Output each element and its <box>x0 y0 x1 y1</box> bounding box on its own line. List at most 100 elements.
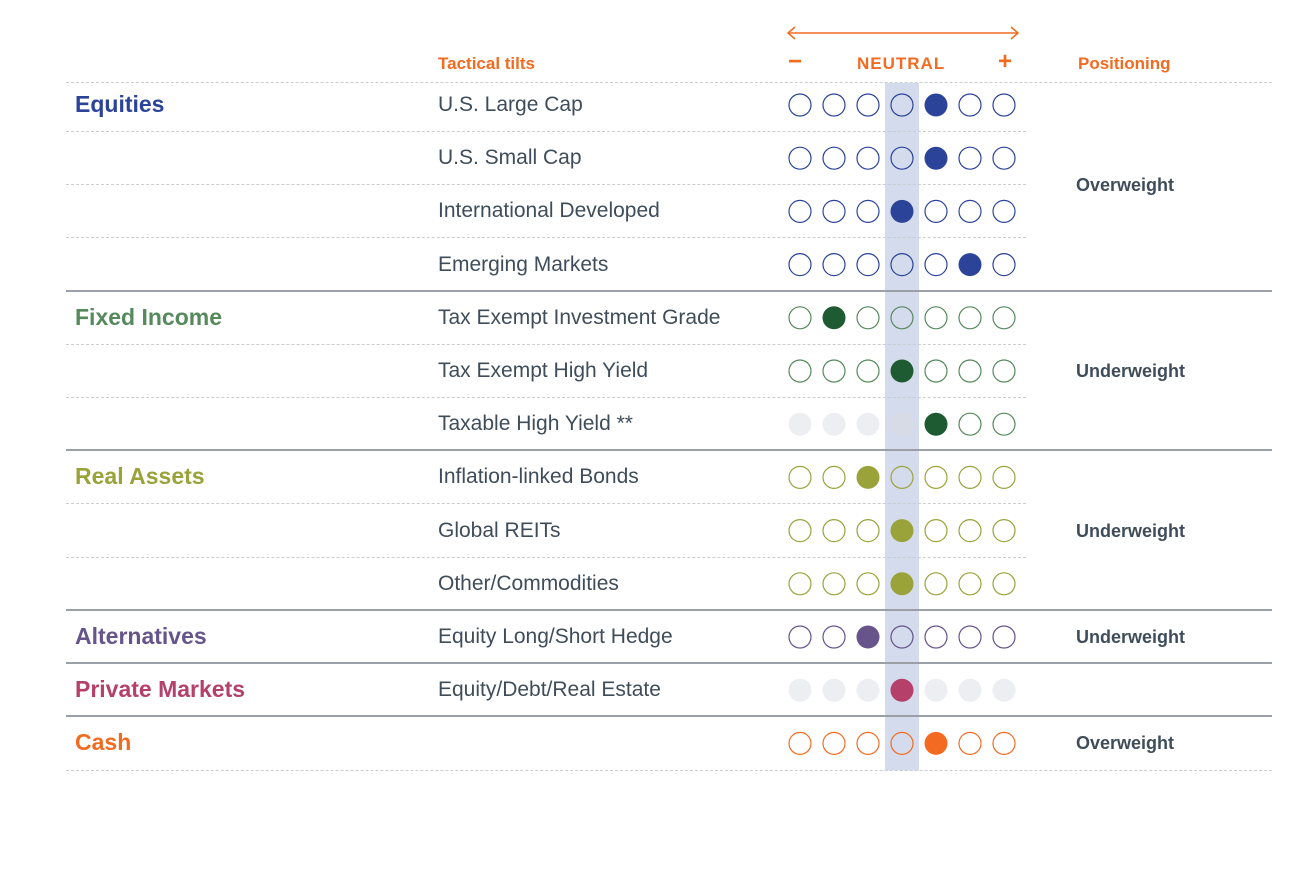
asset-class-label: U.S. Large Cap <box>438 93 583 116</box>
tilt-dot <box>822 572 846 596</box>
tilt-dot <box>992 518 1016 543</box>
tilt-dot <box>856 359 880 383</box>
group-divider <box>66 449 1272 452</box>
category-label: Fixed Income <box>75 303 222 330</box>
tilt-dot <box>924 572 948 596</box>
tilt-dot <box>890 253 914 277</box>
positioning-label: Underweight <box>1076 627 1186 647</box>
plus-symbol: + <box>998 48 1013 75</box>
group-divider <box>66 608 1272 611</box>
tilt-dot <box>856 572 880 596</box>
category-label: Cash <box>75 729 132 756</box>
tilt-dot <box>958 465 982 489</box>
tilt-dot <box>890 93 914 117</box>
tilt-dot <box>924 306 948 330</box>
tilt-dot <box>856 146 880 170</box>
category-label: Real Assets <box>75 463 205 490</box>
tilt-dot <box>822 518 846 543</box>
positioning-label: Overweight <box>1076 174 1175 195</box>
row-divider <box>66 556 1026 558</box>
tilt-dot <box>788 572 812 596</box>
tilt-dot <box>788 306 812 330</box>
tilt-dot <box>788 146 812 170</box>
tilt-dot <box>992 306 1016 330</box>
tilt-dot-unavailable <box>958 678 982 702</box>
asset-class-label: Equity/Debt/Real Estate <box>438 678 661 702</box>
tilt-dot-unavailable <box>992 678 1016 702</box>
tilt-dot <box>958 199 982 223</box>
tilt-dot <box>822 253 846 277</box>
tilt-dot <box>788 625 812 649</box>
category-label: Private Markets <box>75 676 246 703</box>
tilt-dot <box>856 518 880 543</box>
tilt-dot <box>958 731 982 756</box>
positioning-header: Positioning <box>1078 54 1171 73</box>
tilt-dot <box>958 146 982 170</box>
tilt-dot <box>992 465 1016 489</box>
row-divider <box>66 343 1026 345</box>
tilt-dot <box>992 412 1016 436</box>
group-divider <box>66 715 1272 718</box>
row-divider <box>66 184 1026 186</box>
tilt-dot <box>788 253 812 277</box>
asset-class-label: International Developed <box>438 199 660 223</box>
tilt-dot-selected <box>924 731 948 755</box>
row-divider <box>66 397 1026 398</box>
tilt-dot <box>822 625 846 649</box>
tilt-dot <box>890 465 914 489</box>
tilt-dot-selected <box>856 465 880 489</box>
tilt-dot <box>822 359 846 383</box>
tilt-dot-selected <box>856 625 880 649</box>
tilt-dot <box>992 146 1016 170</box>
tilt-dot <box>788 731 812 756</box>
tilt-dot <box>924 253 948 277</box>
tilt-dot-selected <box>924 93 948 117</box>
tilt-dot <box>822 199 846 223</box>
tactical-tilts-header: Tactical tilts <box>438 54 535 73</box>
tilt-dot <box>822 93 846 117</box>
tilt-dot <box>788 518 812 543</box>
tilt-dot <box>992 572 1016 596</box>
table-bottom-divider <box>66 770 1272 772</box>
tilt-dot <box>788 465 812 489</box>
tilt-dot-unavailable <box>822 678 846 702</box>
tilt-dot <box>856 253 880 277</box>
tilt-dot <box>822 465 846 489</box>
asset-class-label: Equity Long/Short Hedge <box>438 625 673 648</box>
tilt-dot-selected <box>958 253 982 277</box>
tilt-dot <box>890 306 914 330</box>
tilt-dot <box>992 253 1016 277</box>
row-divider <box>66 237 1026 239</box>
tilt-dot-selected <box>822 306 846 330</box>
tilt-dot <box>856 199 880 223</box>
tilt-dot-selected <box>890 678 914 702</box>
tilt-dot <box>958 625 982 649</box>
tilt-dot-selected <box>890 199 914 223</box>
tilt-dot <box>958 93 982 117</box>
tilt-dot <box>924 359 948 383</box>
tilt-dot-selected <box>924 146 948 170</box>
asset-class-label: Other/Commodities <box>438 571 619 595</box>
header-divider <box>66 82 1272 83</box>
tilt-dot-unavailable <box>788 412 812 436</box>
tilt-dot-selected <box>890 519 914 543</box>
category-label: Alternatives <box>75 623 207 649</box>
row-divider <box>66 503 1026 505</box>
asset-class-label: Tax Exempt Investment Grade <box>438 305 721 329</box>
minus-symbol: − <box>788 48 803 75</box>
tilt-dot <box>958 572 982 596</box>
tilt-dot <box>958 412 982 436</box>
tilt-dot <box>788 199 812 223</box>
asset-class-label: Tax Exempt High Yield <box>438 359 649 382</box>
group-divider <box>66 662 1272 664</box>
tilt-dot-unavailable <box>856 678 880 702</box>
tilt-dot <box>958 359 982 383</box>
positioning-label: Overweight <box>1076 733 1175 754</box>
tilt-dot <box>924 518 948 543</box>
tilt-dot <box>890 731 914 756</box>
tilt-dot <box>992 199 1016 223</box>
group-divider <box>66 289 1272 292</box>
positioning-label: Underweight <box>1076 361 1186 381</box>
tilt-dot <box>822 731 846 756</box>
